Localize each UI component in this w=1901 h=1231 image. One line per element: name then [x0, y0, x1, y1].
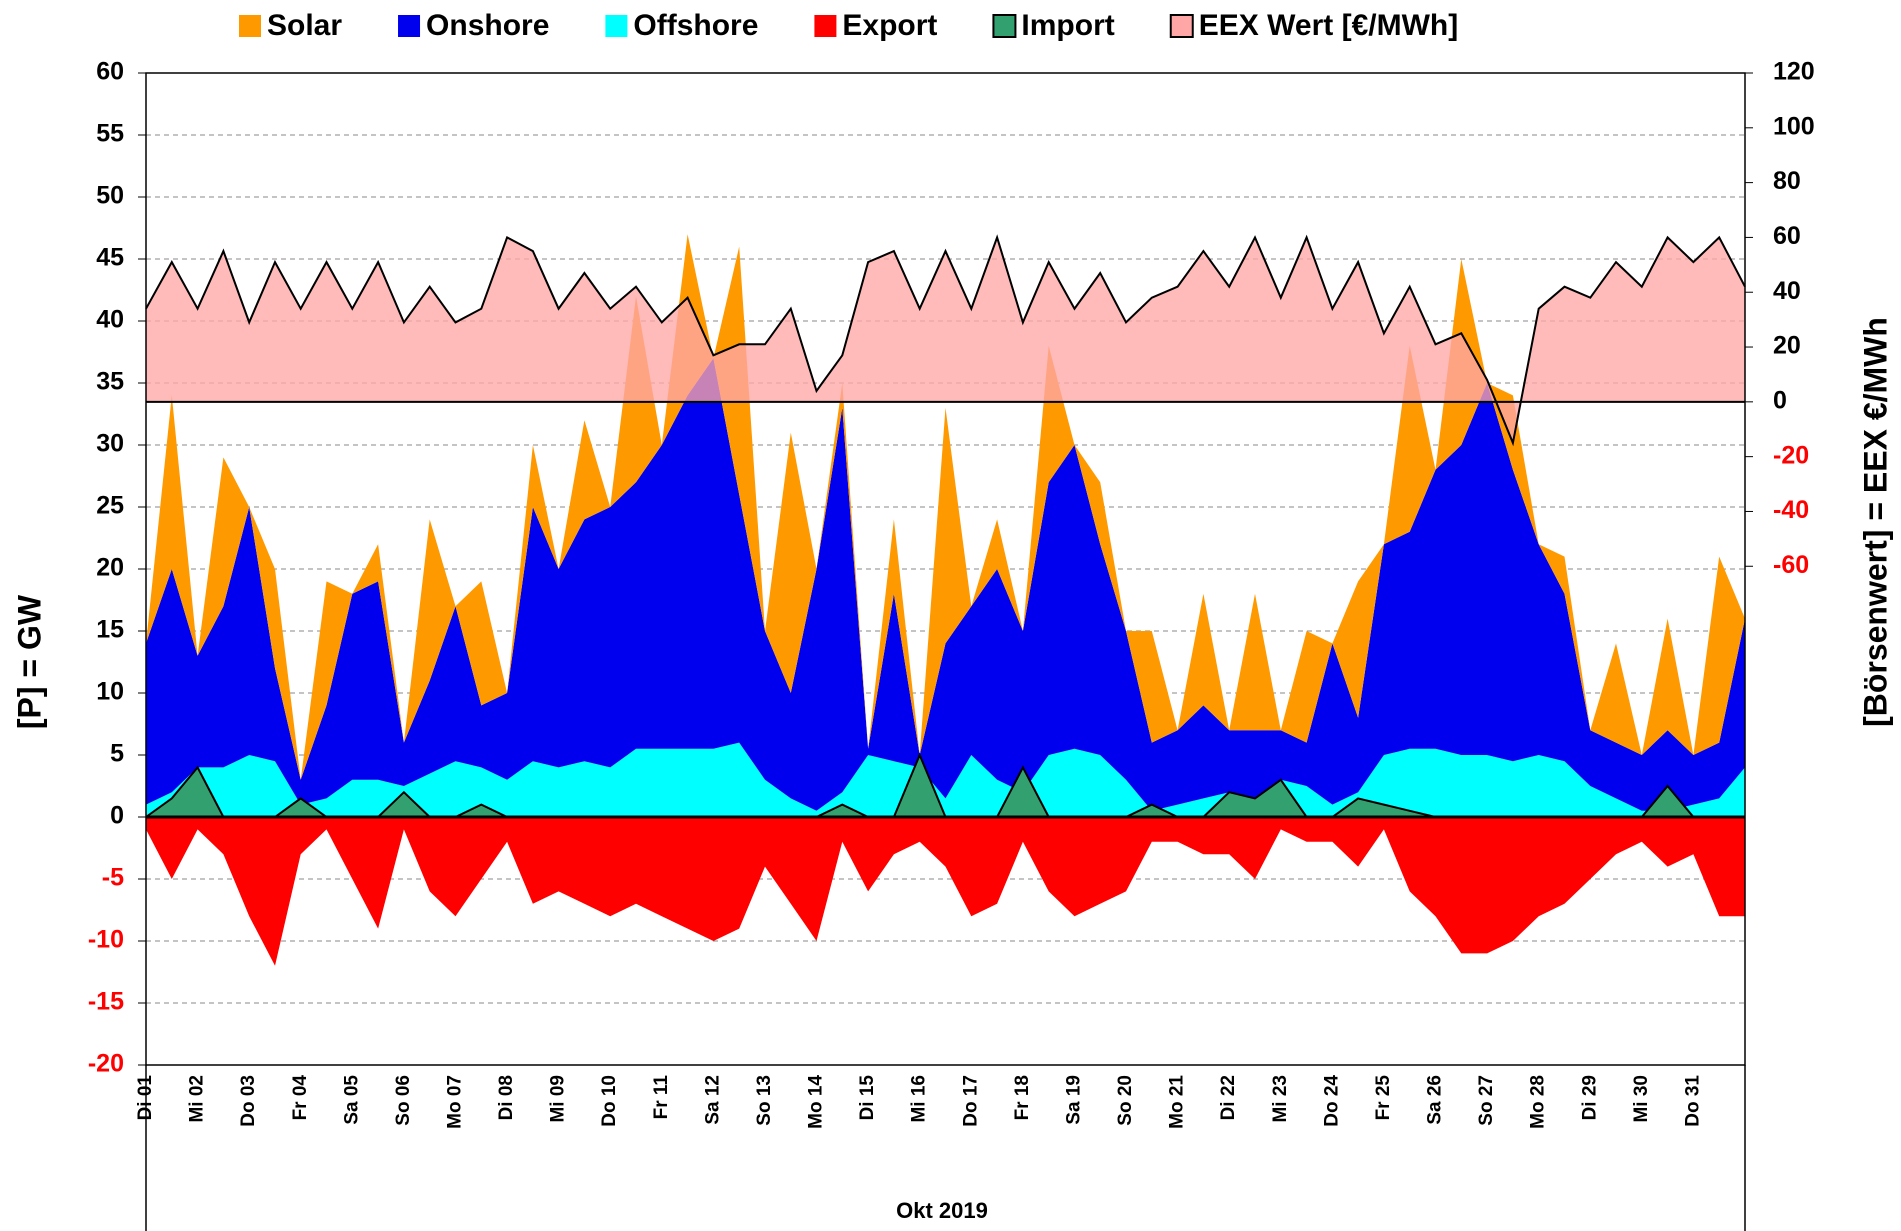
series-line [145, 234, 1746, 447]
legend-label: Solar [267, 9, 342, 42]
legend-swatch [992, 14, 1017, 38]
x-tick-label: Sa 12 [702, 1075, 723, 1125]
y2-tick-label: 100 [1773, 112, 1815, 140]
y-tick-label: 10 [96, 678, 124, 706]
x-tick-label: Mi 02 [187, 1075, 208, 1123]
x-tick-label: Di 08 [496, 1075, 517, 1120]
x-tick-label: Fr 04 [290, 1075, 311, 1121]
x-tick-label: Di 15 [857, 1075, 878, 1121]
x-tick-label: Do 17 [960, 1075, 981, 1127]
x-tick-label: Mo 14 [806, 1075, 827, 1129]
y-tick-label: 50 [96, 182, 124, 210]
legend-label: EEX Wert [€/MWh] [1199, 9, 1458, 42]
x-tick-label: Mi 16 [909, 1075, 930, 1123]
x-axis-title: Okt 2019 [896, 1198, 988, 1223]
plot-frame [145, 72, 1746, 1066]
x-tick-label: So 27 [1476, 1075, 1497, 1126]
x-tick-label: Fr 11 [651, 1075, 672, 1120]
y2-tick-label: -60 [1773, 551, 1809, 579]
x-tick-label: So 06 [393, 1075, 414, 1126]
x-tick-label: Mo 07 [444, 1075, 465, 1129]
series-area [146, 817, 1745, 966]
series-area [146, 358, 1745, 811]
x-tick-label: Do 24 [1321, 1075, 1342, 1127]
y-tick-label: 25 [96, 492, 124, 520]
x-tick-label: Do 31 [1682, 1075, 1703, 1127]
x-tick-label: Do 10 [599, 1075, 620, 1127]
series-area [146, 237, 1745, 443]
legend-swatch [814, 15, 837, 37]
x-tick-label: Fr 18 [1012, 1075, 1033, 1120]
y-tick-label: 15 [96, 616, 124, 644]
x-tick-label: Do 03 [238, 1075, 259, 1127]
y2-tick-label: 80 [1773, 167, 1801, 195]
y-tick-label: -5 [102, 864, 124, 892]
x-tick-label: Di 01 [135, 1075, 156, 1121]
y-tick-label: 45 [96, 244, 124, 272]
legend-label: Onshore [426, 9, 549, 42]
x-tick-label: Di 29 [1579, 1075, 1600, 1120]
legend-swatch [239, 15, 261, 37]
x-tick-label: Sa 26 [1425, 1075, 1446, 1125]
y-tick-label: -20 [88, 1050, 124, 1078]
legend-label: Offshore [633, 9, 758, 42]
y2-tick-label: 0 [1773, 386, 1787, 414]
x-tick-label: So 20 [1115, 1075, 1136, 1126]
y-tick-label: 5 [110, 740, 124, 768]
y-tick-label: 60 [96, 58, 124, 86]
y-tick-label: 40 [96, 306, 124, 334]
y2-tick-label: 40 [1773, 277, 1801, 305]
legend-swatch [1169, 14, 1194, 38]
x-tick-label: So 13 [754, 1075, 775, 1126]
series-area [146, 742, 1745, 817]
legend-label: Import [1021, 9, 1114, 42]
series-area [146, 755, 1745, 817]
y2-tick-label: 60 [1773, 222, 1801, 250]
y-axis-title: [P] = GW [11, 594, 47, 729]
x-tick-label: Mi 09 [548, 1075, 569, 1123]
y2-axis-title: [Börsenwert] = EEX €/MWh [1857, 317, 1893, 727]
x-tick-label: Mo 28 [1528, 1075, 1549, 1129]
x-tick-label: Di 22 [1218, 1075, 1239, 1120]
y-tick-label: 35 [96, 368, 124, 396]
legend-swatch [605, 15, 628, 37]
y-tick-label: 20 [96, 554, 124, 582]
x-tick-label: Mo 21 [1167, 1075, 1188, 1129]
x-tick-label: Mi 30 [1631, 1075, 1652, 1123]
y-tick-label: -10 [88, 926, 124, 954]
y-tick-label: -15 [88, 988, 124, 1016]
y2-tick-label: 120 [1773, 58, 1815, 86]
x-tick-label: Sa 05 [341, 1075, 362, 1125]
series-area [146, 234, 1745, 780]
legend-label: Export [842, 9, 937, 42]
y-tick-label: 55 [96, 120, 124, 148]
legend-swatch [398, 15, 421, 37]
x-tick-label: Sa 19 [1063, 1075, 1084, 1125]
y2-tick-label: -40 [1773, 496, 1809, 524]
y2-tick-label: -20 [1773, 441, 1809, 469]
x-tick-label: Fr 25 [1373, 1075, 1394, 1121]
y-tick-label: 30 [96, 430, 124, 458]
y-tick-label: 0 [110, 802, 124, 830]
y2-tick-label: 20 [1773, 332, 1801, 360]
x-tick-label: Mi 23 [1270, 1075, 1291, 1123]
